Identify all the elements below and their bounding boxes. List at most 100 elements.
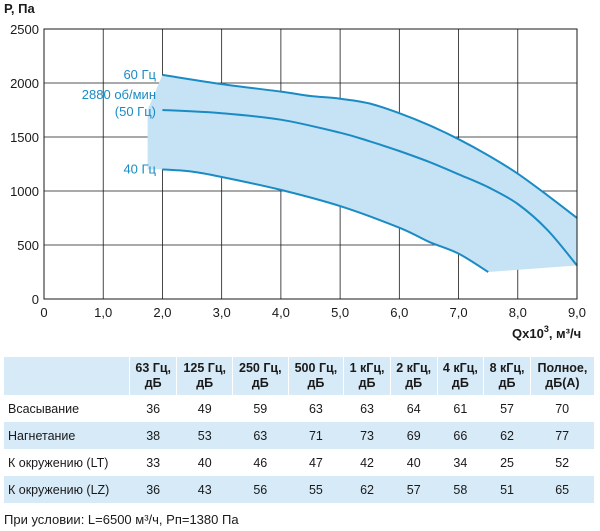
column-header-line2: дБ(А) (545, 376, 580, 390)
table-cell: 36 (146, 401, 161, 416)
column-header-line1: Полное, (537, 361, 588, 375)
column-header-line2: дБ (251, 376, 269, 390)
column-header-line1: 63 Гц, (135, 361, 171, 375)
table-cell: 52 (555, 455, 570, 470)
table-cell: 61 (453, 401, 468, 416)
column-header: 8 кГц, дБ (483, 357, 531, 395)
table-cell: 64 (406, 401, 421, 416)
y-tick-labels: 0 500 1000 1500 2000 2500 (10, 22, 39, 307)
x-tick-labels: 0 1,0 2,0 3,0 4,0 5,0 6,0 7,0 8,0 9,0 (40, 305, 586, 320)
x-tick-label: 4,0 (272, 305, 290, 320)
column-header: 250 Гц, дБ (232, 357, 289, 395)
column-header-line2: дБ (196, 376, 214, 390)
column-header-line1: 8 кГц, (489, 361, 525, 375)
table-cell: 58 (437, 476, 484, 503)
table-cell: 55 (288, 476, 344, 503)
label-60hz: 60 Гц (123, 67, 156, 82)
column-header-line2: дБ (405, 376, 423, 390)
table-cell: 63 (232, 422, 289, 449)
column-header-line2: дБ (144, 376, 162, 390)
x-tick-label: 6,0 (390, 305, 408, 320)
table-row: К окружению (LZ) 36 43 56 55 62 57 58 51 65 (4, 476, 594, 503)
row-label: К окружению (LT) (8, 455, 109, 470)
table-cell: 77 (530, 422, 594, 449)
table-cell: 70 (555, 401, 570, 416)
table-cell: 65 (530, 476, 594, 503)
table-cell: 59 (253, 401, 268, 416)
column-header-line2: дБ (451, 376, 469, 390)
table-cell: 43 (176, 476, 233, 503)
pressure-flow-chart: 0 1,0 2,0 3,0 4,0 5,0 6,0 7,0 8,0 9,0 0 500 1000 150… (4, 1, 586, 341)
y-tick-label: 1000 (10, 184, 39, 199)
row-label: К окружению (LZ) (4, 476, 130, 503)
curve-labels: 60 Гц 2880 об/мин (50 Гц) 40 Гц (82, 67, 157, 176)
x-tick-label: 1,0 (94, 305, 112, 320)
table-cell: 73 (343, 422, 391, 449)
header-corner (4, 357, 130, 395)
table-cell: 63 (360, 401, 374, 416)
x-tick-label: 0 (40, 305, 47, 320)
table-cell: 42 (360, 455, 374, 470)
column-header-line1: 1 кГц, (349, 361, 385, 375)
x-tick-label: 7,0 (450, 305, 468, 320)
column-header: 1 кГц, дБ (343, 357, 391, 395)
plot-frame (43, 28, 578, 300)
curve-40hz (162, 168, 489, 273)
conditions-footnote: При условии: L=6500 м³/ч, Рп=1380 Па (4, 512, 239, 527)
y-axis-title: Р, Па (4, 1, 35, 16)
table-cell: 63 (308, 401, 323, 416)
column-header-line1: 2 кГц, (396, 361, 432, 375)
table-cell: 49 (197, 401, 212, 416)
table-row: К окружению (LT) 33 40 46 47 42 40 34 25 52 (4, 449, 594, 476)
label-40hz: 40 Гц (123, 161, 156, 176)
table-cell: 71 (288, 422, 344, 449)
column-header-line1: 500 Гц, (294, 361, 338, 375)
y-tick-label: 2000 (10, 76, 39, 91)
x-tick-label: 8,0 (509, 305, 527, 320)
table-cell: 36 (129, 476, 177, 503)
column-header-line1: 250 Гц, (239, 361, 282, 375)
column-header: Полное, дБ(А) (530, 357, 594, 395)
y-tick-label: 0 (32, 292, 39, 307)
y-tick-label: 500 (17, 238, 39, 253)
column-header-line1: 125 Гц, (183, 361, 226, 375)
table-cell: 66 (437, 422, 484, 449)
table-cell: 46 (253, 455, 268, 470)
label-50hz: 2880 об/мин (50 Гц) (82, 87, 156, 119)
table-cell: 56 (232, 476, 289, 503)
table-cell: 25 (500, 455, 514, 470)
table-cell: 53 (176, 422, 233, 449)
x-tick-label: 5,0 (331, 305, 349, 320)
table-cell: 34 (453, 455, 468, 470)
table-header-row: 63 Гц, дБ 125 Гц, дБ 250 Гц, дБ 500 Гц, дБ 1 кГц… (4, 357, 594, 395)
x-axis-title: Qx103, м³/ч (512, 324, 581, 341)
table-cell: 47 (308, 455, 323, 470)
y-tick-label: 2500 (10, 22, 39, 37)
column-header-line2: дБ (498, 376, 516, 390)
table-cell: 40 (406, 455, 421, 470)
table-row: Нагнетание 38 53 63 71 73 69 66 62 77 (4, 422, 594, 449)
table-cell: 57 (500, 401, 514, 416)
column-header: 500 Гц, дБ (288, 357, 345, 395)
table-cell: 57 (390, 476, 438, 503)
table-cell: 69 (390, 422, 438, 449)
column-header-line2: дБ (307, 376, 325, 390)
column-header: 63 Гц, дБ (129, 357, 178, 395)
column-header: 125 Гц, дБ (176, 357, 234, 395)
table-cell: 40 (197, 455, 212, 470)
table-cell: 38 (129, 422, 177, 449)
x-tick-label: 9,0 (568, 305, 586, 320)
x-tick-label: 2,0 (153, 305, 171, 320)
noise-level-table: 63 Гц, дБ 125 Гц, дБ 250 Гц, дБ 500 Гц, дБ 1 кГц… (4, 357, 594, 503)
row-label: Нагнетание (4, 422, 130, 449)
table-cell: 51 (483, 476, 531, 503)
column-header-line1: 4 кГц, (442, 361, 478, 375)
curve-60hz (162, 73, 578, 219)
table-cell: 62 (343, 476, 391, 503)
performance-curves (162, 73, 578, 273)
table-row: Всасывание 36 49 59 63 63 64 61 57 70 (4, 395, 594, 422)
y-tick-label: 1500 (10, 130, 39, 145)
operating-area-fill (147, 74, 577, 273)
row-label: Всасывание (8, 401, 80, 416)
column-header: 2 кГц, дБ (390, 357, 438, 395)
